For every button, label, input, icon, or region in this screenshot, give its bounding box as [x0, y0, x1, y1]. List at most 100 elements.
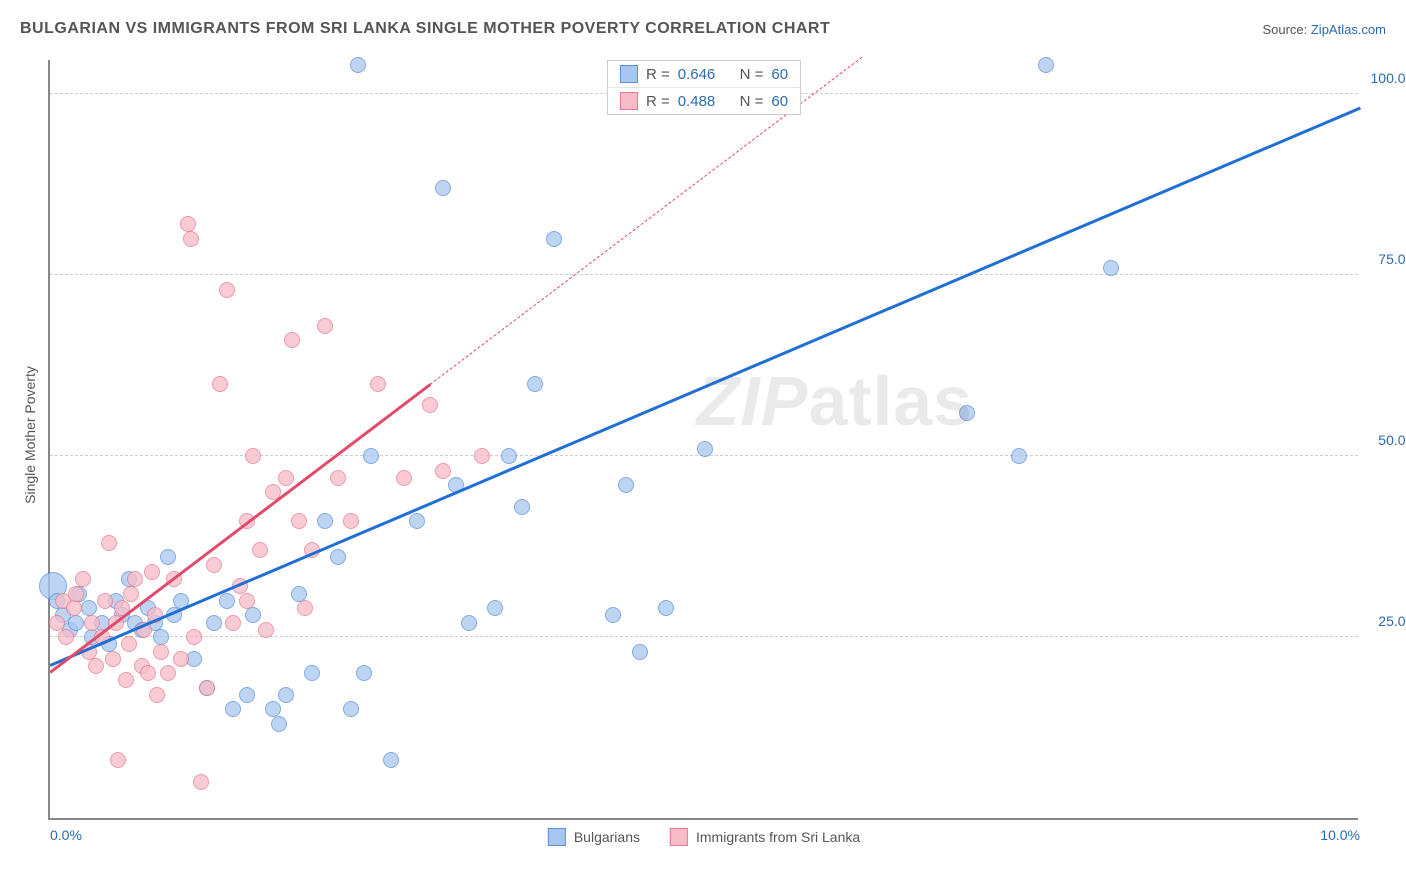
legend-swatch-icon: [670, 828, 688, 846]
x-tick-label: 0.0%: [50, 827, 82, 843]
source-prefix: Source:: [1262, 22, 1310, 37]
x-tick-label: 10.0%: [1320, 827, 1360, 843]
source-attribution: Source: ZipAtlas.com: [1262, 22, 1386, 37]
scatter-point: [317, 513, 333, 529]
correlation-legend: R = 0.646 N = 60 R = 0.488 N = 60: [607, 60, 801, 115]
scatter-point: [84, 615, 100, 631]
scatter-point: [435, 180, 451, 196]
scatter-point: [206, 615, 222, 631]
scatter-point: [127, 571, 143, 587]
scatter-point: [461, 615, 477, 631]
scatter-point: [121, 636, 137, 652]
scatter-point: [258, 622, 274, 638]
source-link[interactable]: ZipAtlas.com: [1311, 22, 1386, 37]
scatter-point: [291, 513, 307, 529]
scatter-point: [370, 376, 386, 392]
scatter-point: [330, 549, 346, 565]
scatter-point: [278, 470, 294, 486]
legend-swatch-2: [620, 92, 638, 110]
legend-swatch-1: [620, 65, 638, 83]
scatter-point: [180, 216, 196, 232]
scatter-point: [239, 687, 255, 703]
scatter-point: [68, 615, 84, 631]
gridline: [50, 636, 1358, 637]
scatter-point: [110, 752, 126, 768]
scatter-point: [68, 586, 84, 602]
scatter-point: [959, 405, 975, 421]
scatter-point: [160, 665, 176, 681]
legend-r-label: R =: [646, 93, 670, 110]
scatter-point: [632, 644, 648, 660]
chart-title: BULGARIAN VS IMMIGRANTS FROM SRI LANKA S…: [20, 20, 830, 38]
y-tick-label: 25.0%: [1363, 613, 1406, 629]
scatter-point: [658, 600, 674, 616]
scatter-point: [219, 282, 235, 298]
scatter-point: [343, 513, 359, 529]
scatter-point: [97, 593, 113, 609]
scatter-point: [435, 463, 451, 479]
scatter-point: [422, 397, 438, 413]
scatter-point: [514, 499, 530, 515]
scatter-point: [363, 448, 379, 464]
trend-line: [50, 106, 1361, 666]
scatter-point: [1011, 448, 1027, 464]
scatter-point: [356, 665, 372, 681]
y-axis-label-container: Single Mother Poverty: [20, 50, 40, 820]
scatter-point: [245, 448, 261, 464]
scatter-point: [206, 557, 222, 573]
scatter-point: [245, 607, 261, 623]
scatter-point: [144, 564, 160, 580]
legend-n-value-1: 60: [771, 66, 788, 83]
legend-n-label: N =: [740, 66, 764, 83]
scatter-point: [284, 332, 300, 348]
legend-r-value-2: 0.488: [678, 93, 716, 110]
legend-row-series-2: R = 0.488 N = 60: [608, 88, 800, 114]
y-axis-label: Single Mother Poverty: [22, 366, 38, 504]
scatter-point: [304, 665, 320, 681]
scatter-point: [297, 600, 313, 616]
scatter-point: [546, 231, 562, 247]
legend-item-2: Immigrants from Sri Lanka: [670, 828, 860, 846]
scatter-point: [81, 600, 97, 616]
legend-n-label: N =: [740, 93, 764, 110]
scatter-point: [278, 687, 294, 703]
scatter-point: [140, 665, 156, 681]
scatter-point: [409, 513, 425, 529]
legend-swatch-icon: [548, 828, 566, 846]
scatter-point: [75, 571, 91, 587]
y-tick-label: 75.0%: [1363, 251, 1406, 267]
scatter-point: [317, 318, 333, 334]
scatter-point: [271, 716, 287, 732]
scatter-point: [212, 376, 228, 392]
watermark-atlas: atlas: [808, 362, 973, 440]
scatter-point: [101, 535, 117, 551]
chart-container: ZIPatlas R = 0.646 N = 60 R = 0.488 N = …: [48, 50, 1388, 850]
scatter-point: [160, 549, 176, 565]
scatter-point: [396, 470, 412, 486]
scatter-point: [487, 600, 503, 616]
series-legend: Bulgarians Immigrants from Sri Lanka: [548, 828, 860, 846]
scatter-point: [88, 658, 104, 674]
legend-n-value-2: 60: [771, 93, 788, 110]
plot-area: ZIPatlas R = 0.646 N = 60 R = 0.488 N = …: [48, 60, 1358, 820]
scatter-point: [1103, 260, 1119, 276]
scatter-point: [186, 629, 202, 645]
scatter-point: [193, 774, 209, 790]
scatter-point: [1038, 57, 1054, 73]
scatter-point: [105, 651, 121, 667]
scatter-point: [350, 57, 366, 73]
scatter-point: [183, 231, 199, 247]
gridline: [50, 274, 1358, 275]
legend-item-1: Bulgarians: [548, 828, 640, 846]
scatter-point: [239, 593, 255, 609]
scatter-point: [173, 651, 189, 667]
scatter-point: [225, 701, 241, 717]
legend-row-series-1: R = 0.646 N = 60: [608, 61, 800, 88]
watermark-zip: ZIP: [697, 362, 809, 440]
scatter-point: [123, 586, 139, 602]
scatter-point: [501, 448, 517, 464]
scatter-point: [252, 542, 268, 558]
scatter-point: [697, 441, 713, 457]
y-tick-label: 50.0%: [1363, 432, 1406, 448]
scatter-point: [149, 687, 165, 703]
